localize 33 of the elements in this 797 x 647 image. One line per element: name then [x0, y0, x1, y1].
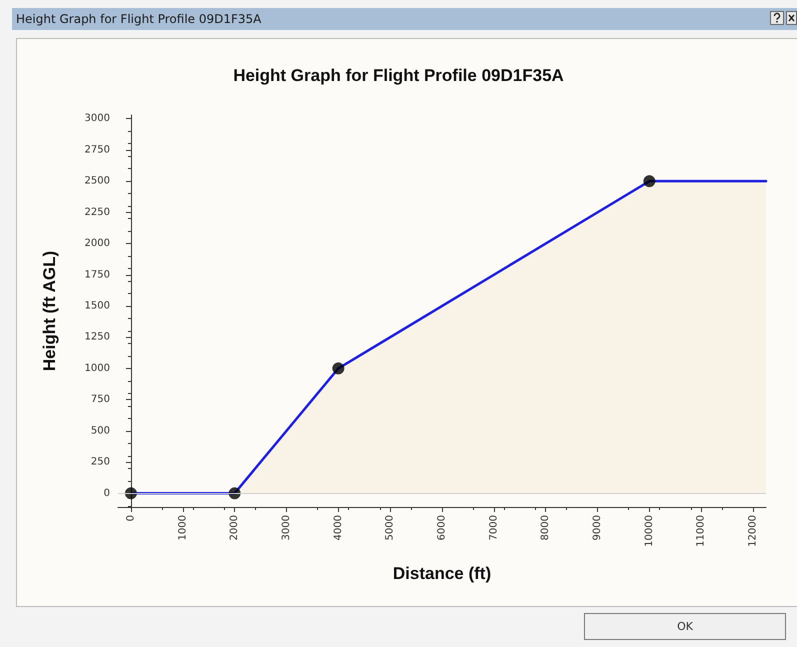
y-tick-label: 1250: [84, 332, 110, 343]
ok-button[interactable]: OK: [584, 613, 786, 640]
y-tick-label: 3000: [84, 113, 110, 124]
x-tick-label: 0: [125, 515, 136, 522]
x-tick-label: 9000: [592, 515, 604, 540]
y-tick-label: 2500: [84, 176, 110, 187]
y-tick-label: 750: [90, 394, 110, 406]
y-tick-label: 2750: [84, 144, 110, 156]
y-tick-label: 2000: [84, 238, 110, 250]
x-tick-label: 7000: [488, 515, 500, 540]
x-tick-label: 3000: [280, 515, 292, 540]
y-tick-label: 1000: [84, 362, 110, 374]
x-tick-label: 6000: [436, 515, 448, 540]
y-tick-label: 1500: [84, 300, 110, 312]
x-tick-label: 1000: [177, 515, 188, 540]
x-tick-label: 8000: [540, 515, 552, 540]
y-tick-label: 0: [104, 488, 110, 499]
x-tick-label: 5000: [384, 515, 396, 540]
chart-title: Height Graph for Flight Profile 09D1F35A: [233, 66, 564, 85]
x-tick-label: 12000: [748, 515, 759, 547]
y-tick-label: 1750: [84, 269, 110, 280]
x-tick-label: 10000: [644, 515, 655, 547]
x-tick-label: 2000: [229, 515, 240, 540]
y-tick-label: 2250: [84, 206, 110, 218]
point: [643, 175, 656, 188]
x-tick-label: 4000: [332, 515, 344, 540]
x-tick-label: 11000: [696, 515, 707, 547]
x-axis-title: Distance (ft): [392, 564, 492, 583]
text: Height Graph for Flight Profile 09D1F35A: [16, 12, 262, 26]
y-tick-label: 500: [90, 425, 110, 436]
y-tick-label: 250: [90, 456, 110, 468]
point: [332, 362, 344, 374]
y-axis-title: Height (ft AGL): [40, 250, 59, 372]
